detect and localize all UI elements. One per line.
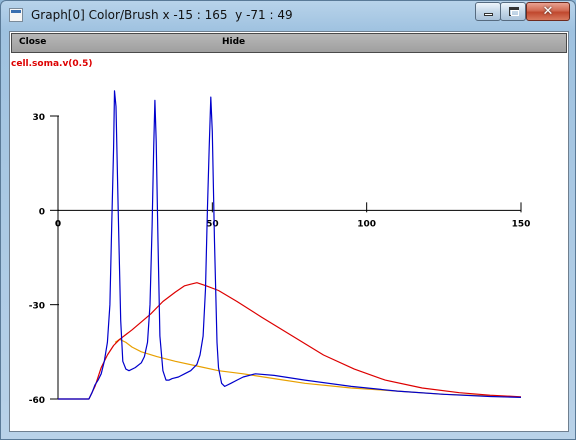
close-icon: ✕ — [542, 4, 554, 19]
voltage-trace — [58, 282, 522, 400]
window-title: Graph[0] Color/Brush x -15 : 165 y -71 :… — [31, 8, 293, 22]
y-tick-label: -30 — [29, 302, 45, 312]
x-tick-label: 50 — [206, 219, 219, 229]
y-tick-label: -60 — [29, 396, 45, 406]
x-tick-label: 0 — [55, 219, 61, 229]
y-tick-label: 0 — [39, 207, 45, 217]
voltage-plot[interactable]: cell.soma.v(0.5) 0 50 100 150 30 0 -30 -60 — [10, 32, 568, 431]
y-tick-label: 30 — [32, 113, 45, 123]
maximize-icon — [509, 7, 519, 16]
graph-client-area: cell.soma.v(0.5) 0 50 100 150 30 0 -30 -60 Close… — [9, 31, 569, 432]
minimize-button[interactable] — [475, 2, 501, 21]
graph-menu-bar: Close Hide — [11, 33, 567, 53]
x-tick-label: 100 — [357, 219, 376, 229]
close-window-button[interactable]: ✕ — [526, 2, 570, 21]
close-menu-item[interactable]: Close — [19, 37, 47, 47]
hide-menu-item[interactable]: Hide — [222, 37, 246, 47]
legend-label: cell.soma.v(0.5) — [11, 59, 92, 69]
title-bar[interactable]: Graph[0] Color/Brush x -15 : 165 y -71 :… — [1, 1, 575, 31]
maximize-button[interactable] — [500, 2, 526, 21]
x-tick-label: 150 — [512, 219, 531, 229]
voltage-trace — [114, 338, 522, 398]
app-icon — [9, 8, 23, 22]
minimize-icon — [484, 13, 493, 16]
voltage-trace — [58, 90, 522, 400]
